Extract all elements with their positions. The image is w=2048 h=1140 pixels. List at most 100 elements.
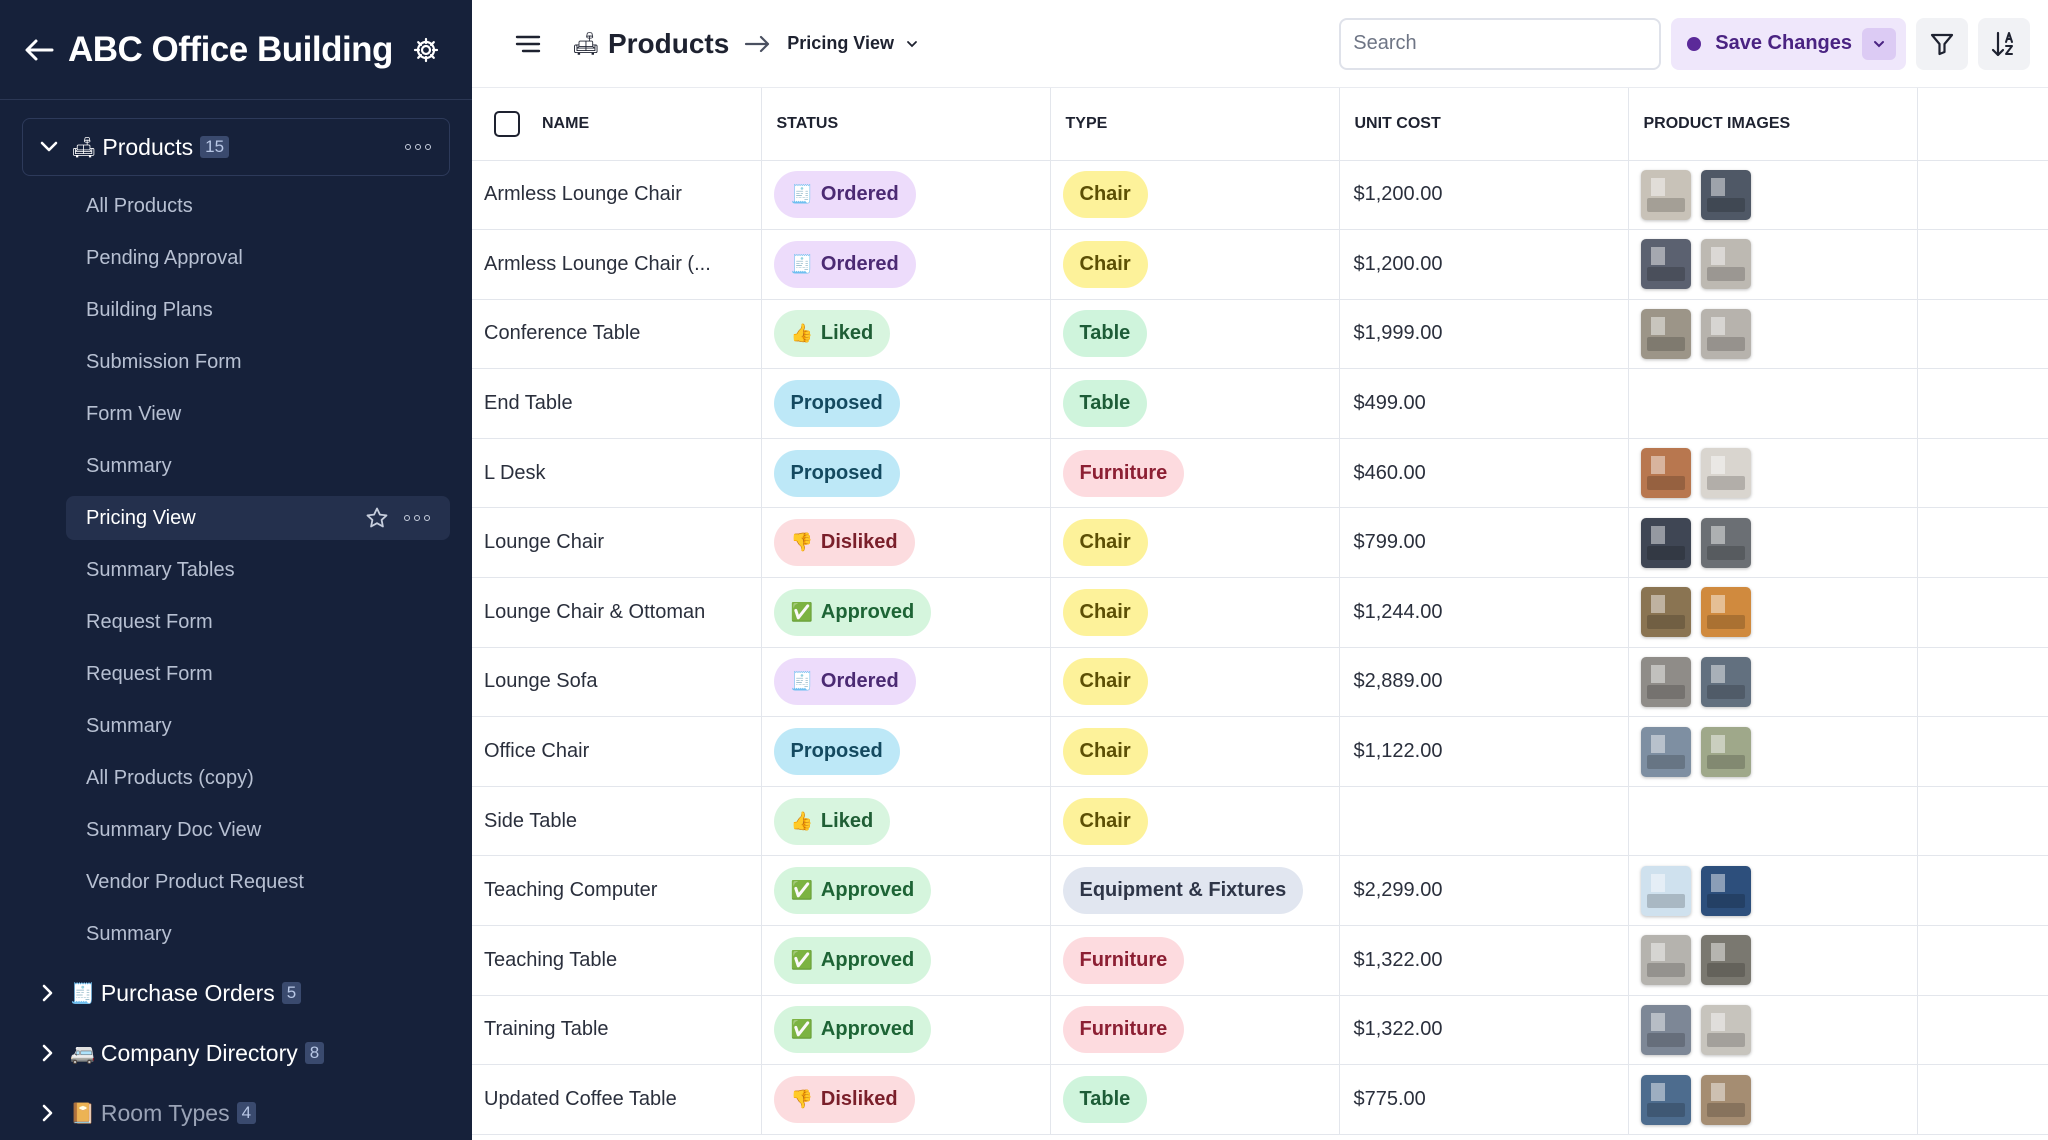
cell-status[interactable]: Proposed <box>761 716 1051 787</box>
cell-name[interactable]: Armless Lounge Chair (... <box>472 229 762 300</box>
table-row[interactable]: Lounge Chair & Ottoman ✅ Approved Chair $1,2… <box>472 577 2048 648</box>
cell-unit-cost[interactable]: $1,322.00 <box>1339 995 1629 1066</box>
cell-name[interactable]: L Desk <box>472 438 762 509</box>
cell-unit-cost[interactable]: $1,200.00 <box>1339 160 1629 231</box>
chevron-right-icon[interactable] <box>34 1099 62 1127</box>
cell-product-images[interactable] <box>1628 160 1918 231</box>
cell-type[interactable]: Equipment & Fixtures <box>1050 855 1340 927</box>
filter-button[interactable] <box>1916 17 1968 70</box>
product-image-thumbnail[interactable] <box>1700 239 1751 290</box>
cell-unit-cost[interactable]: $799.00 <box>1339 507 1629 579</box>
cell-unit-cost[interactable]: $1,244.00 <box>1339 577 1629 648</box>
table-row[interactable]: Conference Table 👍 Liked Table $1,999.00 <box>472 299 2048 370</box>
sidebar-group-item[interactable]: 🚐 Company Directory 8 <box>22 1024 450 1082</box>
cell-type[interactable]: Table <box>1050 299 1340 370</box>
cell-unit-cost[interactable]: $460.00 <box>1339 438 1629 509</box>
table-row[interactable]: Side Table 👍 Liked Chair <box>472 786 2048 857</box>
chevron-down-icon[interactable] <box>902 34 922 54</box>
cell-status[interactable]: Proposed <box>761 368 1051 439</box>
select-all-checkbox[interactable] <box>494 110 520 137</box>
column-header-type[interactable]: TYPE <box>1050 88 1340 161</box>
cell-status[interactable]: ✅ Approved <box>761 577 1051 648</box>
product-image-thumbnail[interactable] <box>1640 1004 1691 1055</box>
sidebar-view-item[interactable]: Pricing View <box>66 496 450 540</box>
cell-name[interactable]: Teaching Table <box>472 925 762 996</box>
cell-name[interactable]: End Table <box>472 368 762 439</box>
product-image-thumbnail[interactable] <box>1640 448 1691 499</box>
cell-type[interactable]: Chair <box>1050 229 1340 300</box>
cell-name[interactable]: Side Table <box>472 786 762 857</box>
sidebar-view-item[interactable]: Summary <box>66 444 450 488</box>
column-header-product-images[interactable]: PRODUCT IMAGES <box>1628 88 1918 161</box>
cell-unit-cost[interactable]: $1,122.00 <box>1339 716 1629 787</box>
cell-product-images[interactable] <box>1628 647 1918 718</box>
product-image-thumbnail[interactable] <box>1640 169 1691 220</box>
save-changes-button[interactable]: Save Changes <box>1671 17 1906 70</box>
table-row[interactable]: Office Chair Proposed Chair $1,122.00 <box>472 716 2048 787</box>
column-header-unit-cost[interactable]: UNIT COST <box>1339 88 1629 161</box>
cell-unit-cost[interactable]: $1,200.00 <box>1339 229 1629 300</box>
cell-name[interactable]: Lounge Chair <box>472 507 762 579</box>
cell-status[interactable]: 👍 Liked <box>761 786 1051 857</box>
product-image-thumbnail[interactable] <box>1700 517 1751 568</box>
sidebar-view-item[interactable]: Building Plans <box>66 288 450 332</box>
cell-status[interactable]: ✅ Approved <box>761 995 1051 1066</box>
cell-name[interactable]: Training Table <box>472 995 762 1066</box>
cell-type[interactable]: Chair <box>1050 716 1340 787</box>
product-image-thumbnail[interactable] <box>1640 1074 1691 1125</box>
sidebar-group-item[interactable]: 📔 Room Types 4 <box>22 1084 450 1140</box>
cell-type[interactable]: Chair <box>1050 577 1340 648</box>
product-image-thumbnail[interactable] <box>1640 587 1691 638</box>
table-row[interactable]: Armless Lounge Chair (... 🧾 Ordered Chair $1… <box>472 229 2048 300</box>
cell-product-images[interactable] <box>1628 1064 1918 1135</box>
sidebar-view-item[interactable]: Request Form <box>66 652 450 696</box>
hamburger-menu-icon[interactable] <box>512 28 544 60</box>
product-image-thumbnail[interactable] <box>1640 865 1691 916</box>
table-row[interactable]: Lounge Chair 👎 Disliked Chair $799.00 <box>472 507 2048 579</box>
table-row[interactable]: End Table Proposed Table $499.00 <box>472 368 2048 439</box>
cell-type[interactable]: Chair <box>1050 647 1340 718</box>
cell-name[interactable]: Armless Lounge Chair <box>472 160 762 231</box>
cell-status[interactable]: 🧾 Ordered <box>761 229 1051 300</box>
sort-button[interactable] <box>1978 17 2030 70</box>
cell-unit-cost[interactable]: $2,299.00 <box>1339 855 1629 927</box>
gear-icon[interactable] <box>410 34 442 66</box>
cell-status[interactable]: 👍 Liked <box>761 299 1051 370</box>
cell-unit-cost[interactable]: $2,889.00 <box>1339 647 1629 718</box>
cell-status[interactable]: ✅ Approved <box>761 925 1051 996</box>
product-image-thumbnail[interactable] <box>1640 517 1691 568</box>
cell-type[interactable]: Table <box>1050 1064 1340 1135</box>
product-image-thumbnail[interactable] <box>1700 308 1751 359</box>
cell-type[interactable]: Furniture <box>1050 438 1340 509</box>
cell-unit-cost[interactable]: $499.00 <box>1339 368 1629 439</box>
cell-product-images[interactable] <box>1628 507 1918 579</box>
sidebar-view-item[interactable]: Summary <box>66 704 450 748</box>
cell-name[interactable]: Lounge Chair & Ottoman <box>472 577 762 648</box>
cell-product-images[interactable] <box>1628 995 1918 1066</box>
star-icon[interactable] <box>362 503 392 533</box>
sidebar-view-item[interactable]: Summary Doc View <box>66 808 450 852</box>
sidebar-view-item[interactable]: Vendor Product Request <box>66 860 450 904</box>
product-image-thumbnail[interactable] <box>1700 656 1751 707</box>
cell-unit-cost[interactable]: $775.00 <box>1339 1064 1629 1135</box>
product-image-thumbnail[interactable] <box>1700 935 1751 986</box>
column-header-name[interactable]: NAME <box>472 88 762 161</box>
cell-status[interactable]: 🧾 Ordered <box>761 647 1051 718</box>
cell-product-images[interactable] <box>1628 786 1918 857</box>
cell-product-images[interactable] <box>1628 716 1918 787</box>
sidebar-view-item[interactable]: Summary Tables <box>66 548 450 592</box>
sidebar-view-item[interactable]: Submission Form <box>66 340 450 384</box>
cell-status[interactable]: 🧾 Ordered <box>761 160 1051 231</box>
sidebar-group-products[interactable]: 🛋 Products 15 <box>22 118 450 176</box>
table-row[interactable]: Teaching Table ✅ Approved Furniture $1,322.0… <box>472 925 2048 996</box>
cell-type[interactable]: Chair <box>1050 160 1340 231</box>
table-row[interactable]: L Desk Proposed Furniture $460.00 <box>472 438 2048 509</box>
table-row[interactable]: Lounge Sofa 🧾 Ordered Chair $2,889.00 <box>472 647 2048 718</box>
cell-product-images[interactable] <box>1628 855 1918 927</box>
product-image-thumbnail[interactable] <box>1640 726 1691 777</box>
more-options-icon[interactable] <box>398 515 436 521</box>
sidebar-view-item[interactable]: Request Form <box>66 600 450 644</box>
product-image-thumbnail[interactable] <box>1700 726 1751 777</box>
cell-product-images[interactable] <box>1628 577 1918 648</box>
cell-unit-cost[interactable]: $1,322.00 <box>1339 925 1629 996</box>
